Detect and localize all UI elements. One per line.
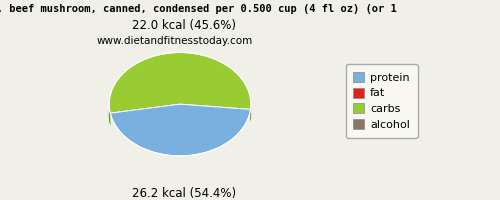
PathPatch shape	[110, 104, 250, 156]
Text: 22.0 kcal (45.6%): 22.0 kcal (45.6%)	[132, 19, 236, 32]
PathPatch shape	[109, 53, 251, 113]
Text: www.dietandfitnesstoday.com: www.dietandfitnesstoday.com	[97, 36, 253, 46]
Text: - Soup, beef mushroom, canned, condensed per 0.500 cup (4 fl oz) (or 1: - Soup, beef mushroom, canned, condensed…	[0, 4, 397, 14]
Legend: protein, fat, carbs, alcohol: protein, fat, carbs, alcohol	[346, 64, 418, 138]
Polygon shape	[109, 101, 251, 124]
Text: 26.2 kcal (54.4%): 26.2 kcal (54.4%)	[132, 188, 236, 200]
